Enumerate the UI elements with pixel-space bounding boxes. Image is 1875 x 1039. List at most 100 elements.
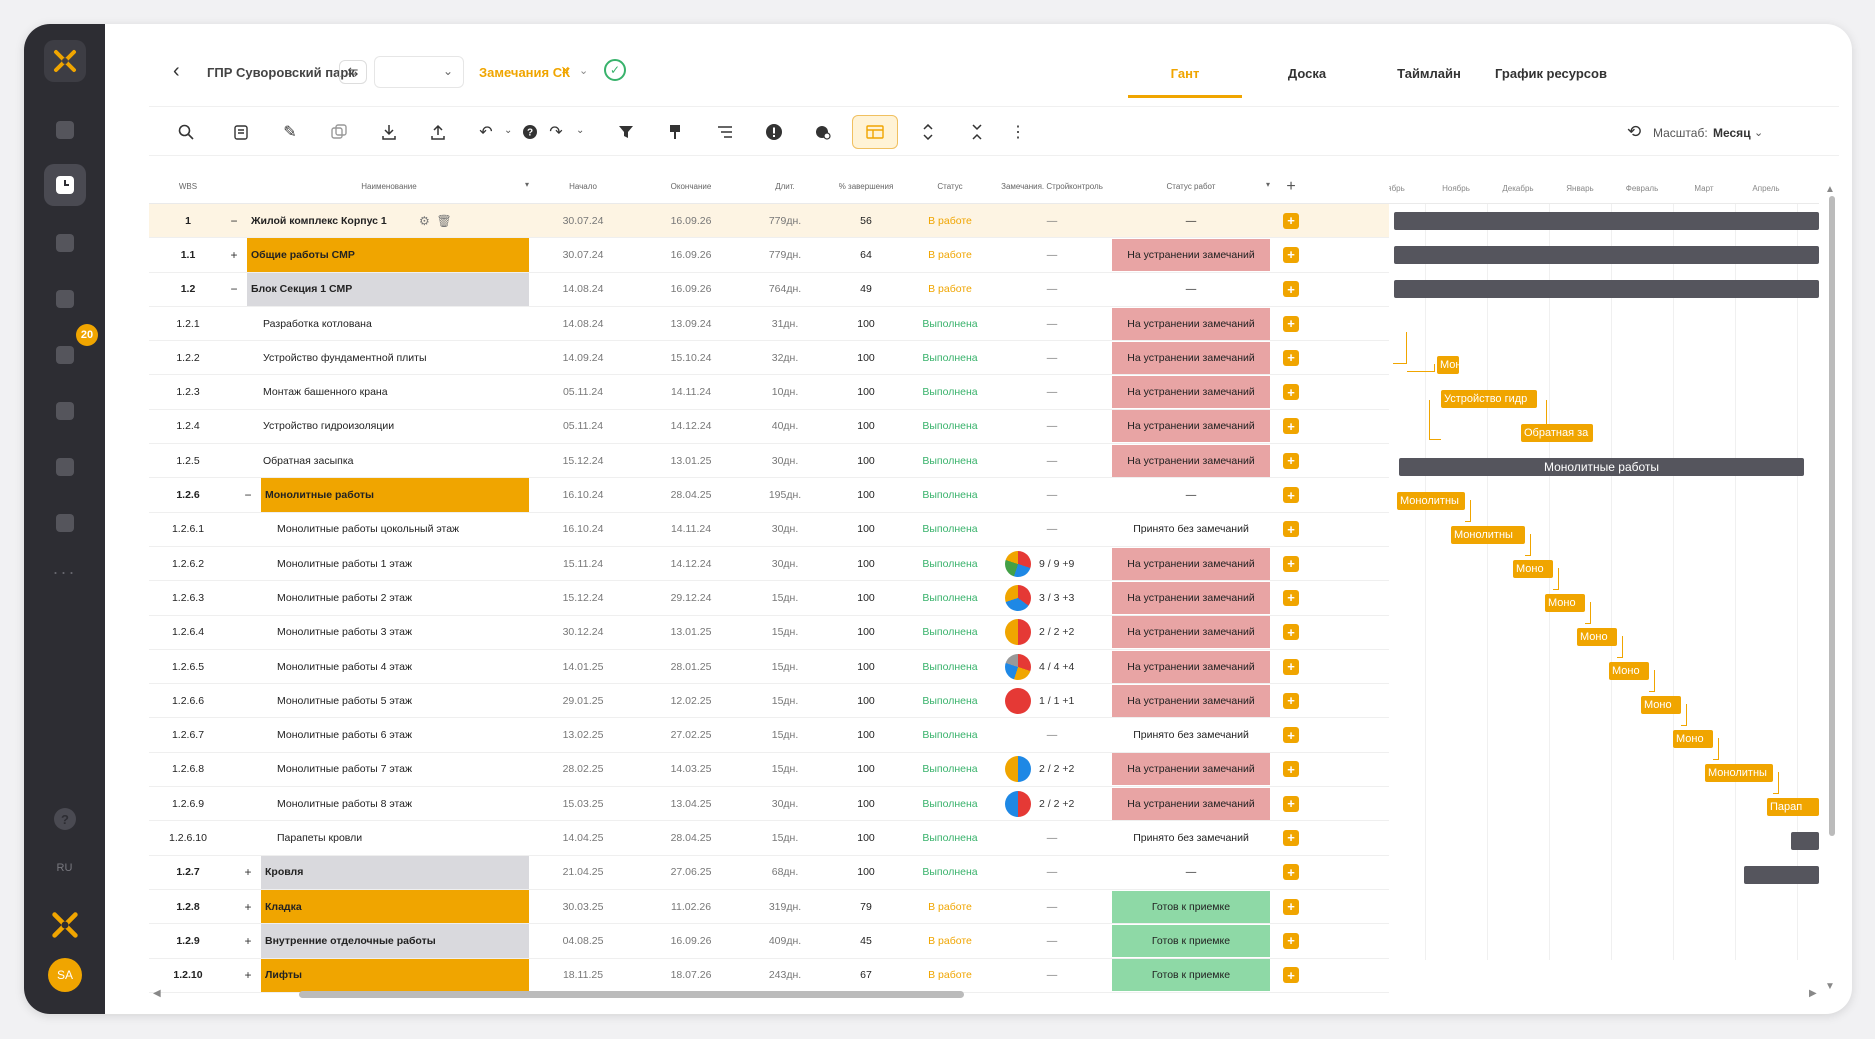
chevron-down-icon[interactable]: ⌄ — [576, 125, 585, 136]
add-icon[interactable]: + — [1283, 521, 1299, 538]
close-icon[interactable]: × — [561, 62, 570, 79]
collapse-icon[interactable]: − — [230, 282, 238, 297]
add-icon[interactable]: + — [1283, 418, 1299, 435]
history-icon[interactable]: ⟲ — [1627, 122, 1642, 141]
tab-timeline[interactable]: Таймлайн — [1397, 66, 1461, 81]
add-icon[interactable]: + — [1283, 555, 1299, 572]
work-status-badge[interactable]: На устранении замечаний — [1112, 616, 1270, 649]
add-icon[interactable]: + — [1283, 932, 1299, 949]
task-name[interactable]: Блок Секция 1 СМР — [251, 283, 353, 296]
add-icon[interactable]: + — [1283, 898, 1299, 915]
add-icon[interactable]: + — [1283, 692, 1299, 709]
add-icon[interactable]: + — [1283, 452, 1299, 469]
task-name[interactable]: Общие работы СМР — [251, 248, 355, 261]
sort-icon[interactable]: ▾ — [524, 180, 529, 189]
collapse-icon[interactable]: − — [230, 213, 238, 228]
task-name[interactable]: Обратная засыпка — [263, 454, 354, 467]
sort-icon[interactable]: ▾ — [1265, 180, 1270, 189]
header-start[interactable]: Начало — [569, 182, 597, 191]
gantt-bar-summary[interactable] — [1394, 280, 1819, 298]
work-status-badge[interactable]: Готов к приемке — [1112, 959, 1270, 992]
table-row[interactable]: 1.2.8 + Кладка 30.03.25 11.02.26 319дн. … — [149, 889, 1389, 925]
table-row[interactable]: 1.2 − Блок Секция 1 СМР 14.08.24 16.09.2… — [149, 272, 1389, 307]
task-name[interactable]: Устройство фундаментной плиты — [263, 351, 427, 364]
logo-icon[interactable] — [44, 40, 86, 82]
tab-gantt[interactable]: Гант — [1124, 46, 1246, 98]
help-circle-icon[interactable]: ? — [513, 115, 547, 149]
add-icon[interactable]: + — [1283, 864, 1299, 881]
work-status-badge[interactable]: На устранении замечаний — [1112, 238, 1270, 271]
task-name[interactable]: Разработка котлована — [263, 317, 372, 330]
expand-icon[interactable]: + — [244, 899, 252, 914]
add-icon[interactable]: + — [1283, 315, 1299, 332]
table-row[interactable]: 1.2.6.9 Монолитные работы 8 этаж 15.03.2… — [149, 787, 1389, 822]
table-row[interactable]: 1.2.6.8 Монолитные работы 7 этаж 28.02.2… — [149, 753, 1389, 788]
gantt-bar-task[interactable]: Парап — [1767, 798, 1819, 816]
copy-icon[interactable] — [322, 115, 356, 149]
task-name[interactable]: Монтаж башенного крана — [263, 386, 388, 399]
work-status-badge[interactable]: На устранении замечаний — [1112, 444, 1270, 477]
sidebar-item-docs[interactable] — [44, 222, 86, 264]
work-status-badge[interactable]: На устранении замечаний — [1112, 376, 1270, 409]
gantt-bar-hydro[interactable]: Устройство гидр — [1441, 390, 1537, 408]
work-status-badge[interactable]: На устранении замечаний — [1112, 787, 1270, 820]
help-icon[interactable]: ? — [54, 808, 76, 830]
header-remarks[interactable]: Замечания. Стройконтроль — [1001, 182, 1103, 191]
table-row[interactable]: 1.2.6.6 Монолитные работы 5 этаж 29.01.2… — [149, 684, 1389, 719]
task-name[interactable]: Монолитные работы 7 этаж — [277, 763, 413, 776]
task-name[interactable]: Жилой комплекс Корпус 1 — [251, 214, 387, 227]
add-icon[interactable]: + — [1283, 384, 1299, 401]
task-name[interactable]: Монолитные работы — [265, 489, 374, 502]
remarks-pie-icon[interactable] — [1005, 790, 1031, 817]
pin-icon[interactable] — [658, 115, 692, 149]
collapse-icon[interactable]: − — [244, 488, 252, 503]
swap-icon[interactable]: ⇆ — [339, 60, 367, 84]
check-circle-icon[interactable]: ✓ — [604, 59, 626, 81]
task-name[interactable]: Парапеты кровли — [277, 831, 363, 844]
table-row[interactable]: 1.2.2 Устройство фундаментной плиты 14.0… — [149, 341, 1389, 376]
gantt-bar-crane[interactable]: Мон — [1437, 356, 1459, 374]
task-name[interactable]: Монолитные работы 5 этаж — [277, 694, 413, 707]
work-status-badge[interactable]: На устранении замечаний — [1112, 307, 1270, 340]
horizontal-scrollbar[interactable]: ◀ ▶ — [149, 988, 1839, 1000]
more-vertical-icon[interactable]: ⋮ — [1010, 124, 1026, 141]
sidebar-item-alerts[interactable] — [44, 278, 86, 320]
filter-chip[interactable]: Замечания СК — [479, 65, 571, 80]
table-row[interactable]: 1.2.6.1 Монолитные работы цокольный этаж… — [149, 513, 1389, 547]
chevron-down-icon[interactable]: ⌄ — [1754, 127, 1764, 139]
add-icon[interactable]: + — [1283, 795, 1299, 812]
gantt-bar-summary[interactable] — [1394, 212, 1819, 230]
table-row[interactable]: 1.1 + Общие работы СМР 30.07.24 16.09.26… — [149, 238, 1389, 273]
header-status[interactable]: Статус — [937, 182, 963, 191]
align-icon[interactable] — [708, 115, 742, 149]
work-status-badge[interactable]: На устранении замечаний — [1112, 753, 1270, 786]
gantt-bar-task[interactable]: Моно — [1577, 628, 1617, 646]
gantt-bar-summary[interactable] — [1394, 246, 1819, 264]
scroll-thumb[interactable] — [299, 991, 964, 998]
table-row[interactable]: 1.2.6.3 Монолитные работы 2 этаж 15.12.2… — [149, 581, 1389, 616]
settings-icon[interactable]: ⚙ — [419, 214, 430, 228]
remarks-pie-icon[interactable] — [1005, 550, 1031, 577]
task-name[interactable]: Кровля — [265, 866, 304, 879]
expand-icon[interactable]: + — [244, 933, 252, 948]
header-percent[interactable]: % завершения — [838, 182, 894, 191]
add-icon[interactable]: + — [1283, 212, 1299, 229]
add-icon[interactable]: + — [1283, 281, 1299, 298]
sidebar-item-analytics[interactable] — [44, 502, 86, 544]
sidebar-item-reports[interactable] — [44, 446, 86, 488]
add-icon[interactable]: + — [1283, 624, 1299, 641]
gantt-bar-summary[interactable] — [1791, 832, 1819, 850]
remarks-pie-icon[interactable] — [1005, 653, 1031, 680]
export-icon[interactable] — [421, 115, 455, 149]
table-row[interactable]: 1.2.6.2 Монолитные работы 1 этаж 15.11.2… — [149, 547, 1389, 582]
table-row[interactable]: 1.2.6.10 Парапеты кровли 14.04.25 28.04.… — [149, 821, 1389, 856]
task-name[interactable]: Внутренние отделочные работы — [265, 934, 436, 947]
table-row[interactable]: 1.2.5 Обратная засыпка 15.12.24 13.01.25… — [149, 444, 1389, 479]
sidebar-item-schedule[interactable] — [44, 164, 86, 206]
scroll-down-icon[interactable]: ▼ — [1825, 981, 1835, 992]
gantt-bar-task[interactable]: Монолитны — [1451, 526, 1525, 544]
table-row[interactable]: 1.2.10 + Лифты 18.11.25 18.07.26 243дн. … — [149, 958, 1389, 993]
table-row[interactable]: 1.2.7 + Кровля 21.04.25 27.06.25 68дн. 1… — [149, 855, 1389, 890]
table-row[interactable]: 1 − Жилой комплекс Корпус 1 ⚙ 🗑 30.07.24… — [149, 204, 1389, 239]
undo-icon[interactable]: ↶ — [479, 124, 493, 141]
